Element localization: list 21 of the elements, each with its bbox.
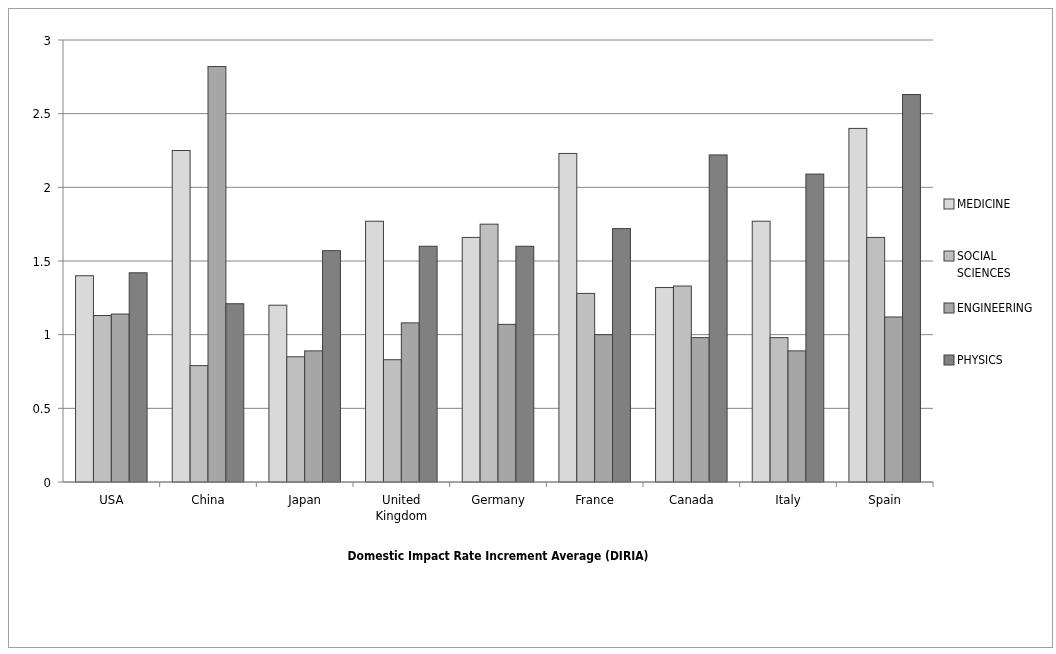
legend-label: ENGINEERING [957,301,1033,315]
x-axis-title: Domestic Impact Rate Increment Average (DIRIA) [347,549,649,563]
y-tick-label: 2.5 [32,106,51,122]
y-tick-label: 0.5 [32,400,51,416]
y-tick-label: 1.5 [32,253,51,269]
x-tick-label: France [575,492,615,507]
legend-label: MEDICINE [957,197,1011,211]
x-tick-label: Germany [471,492,525,507]
x-tick-label: USA [99,492,124,507]
legend-label: SOCIAL SCIENCES [957,249,1011,280]
x-tick-label: Spain [868,492,902,507]
x-tick-label: China [191,492,225,507]
y-tick-label: 0 [43,474,51,490]
y-tick-label: 1 [43,327,51,343]
x-tick-label: United Kingdom [375,492,428,523]
x-tick-label: Japan [287,492,321,507]
legend-label: PHYSICS [957,353,1003,367]
y-tick-label: 2 [43,179,51,195]
x-tick-label: Italy [775,492,801,507]
x-tick-label: Canada [669,492,714,507]
y-tick-label: 3 [43,32,51,48]
